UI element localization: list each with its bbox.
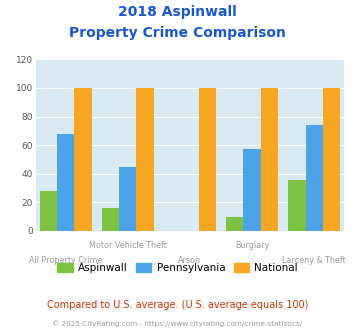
Bar [119, 167, 136, 231]
Bar [136, 88, 154, 231]
Bar [102, 208, 119, 231]
Bar [40, 191, 57, 231]
Bar [198, 88, 216, 231]
Bar [74, 88, 92, 231]
Bar [57, 134, 74, 231]
Bar [244, 149, 261, 231]
Text: Compared to U.S. average. (U.S. average equals 100): Compared to U.S. average. (U.S. average … [47, 300, 308, 310]
Bar [306, 125, 323, 231]
Text: Arson: Arson [179, 256, 201, 265]
Text: © 2025 CityRating.com - https://www.cityrating.com/crime-statistics/: © 2025 CityRating.com - https://www.city… [53, 320, 302, 327]
Legend: Aspinwall, Pennsylvania, National: Aspinwall, Pennsylvania, National [53, 258, 302, 277]
Text: 2018 Aspinwall: 2018 Aspinwall [118, 5, 237, 19]
Text: Property Crime Comparison: Property Crime Comparison [69, 26, 286, 40]
Text: Burglary: Burglary [235, 241, 269, 250]
Bar [226, 217, 244, 231]
Bar [288, 180, 306, 231]
Bar [261, 88, 278, 231]
Text: Larceny & Theft: Larceny & Theft [282, 256, 346, 265]
Text: All Property Crime: All Property Crime [29, 256, 103, 265]
Text: Motor Vehicle Theft: Motor Vehicle Theft [89, 241, 167, 250]
Bar [323, 88, 340, 231]
